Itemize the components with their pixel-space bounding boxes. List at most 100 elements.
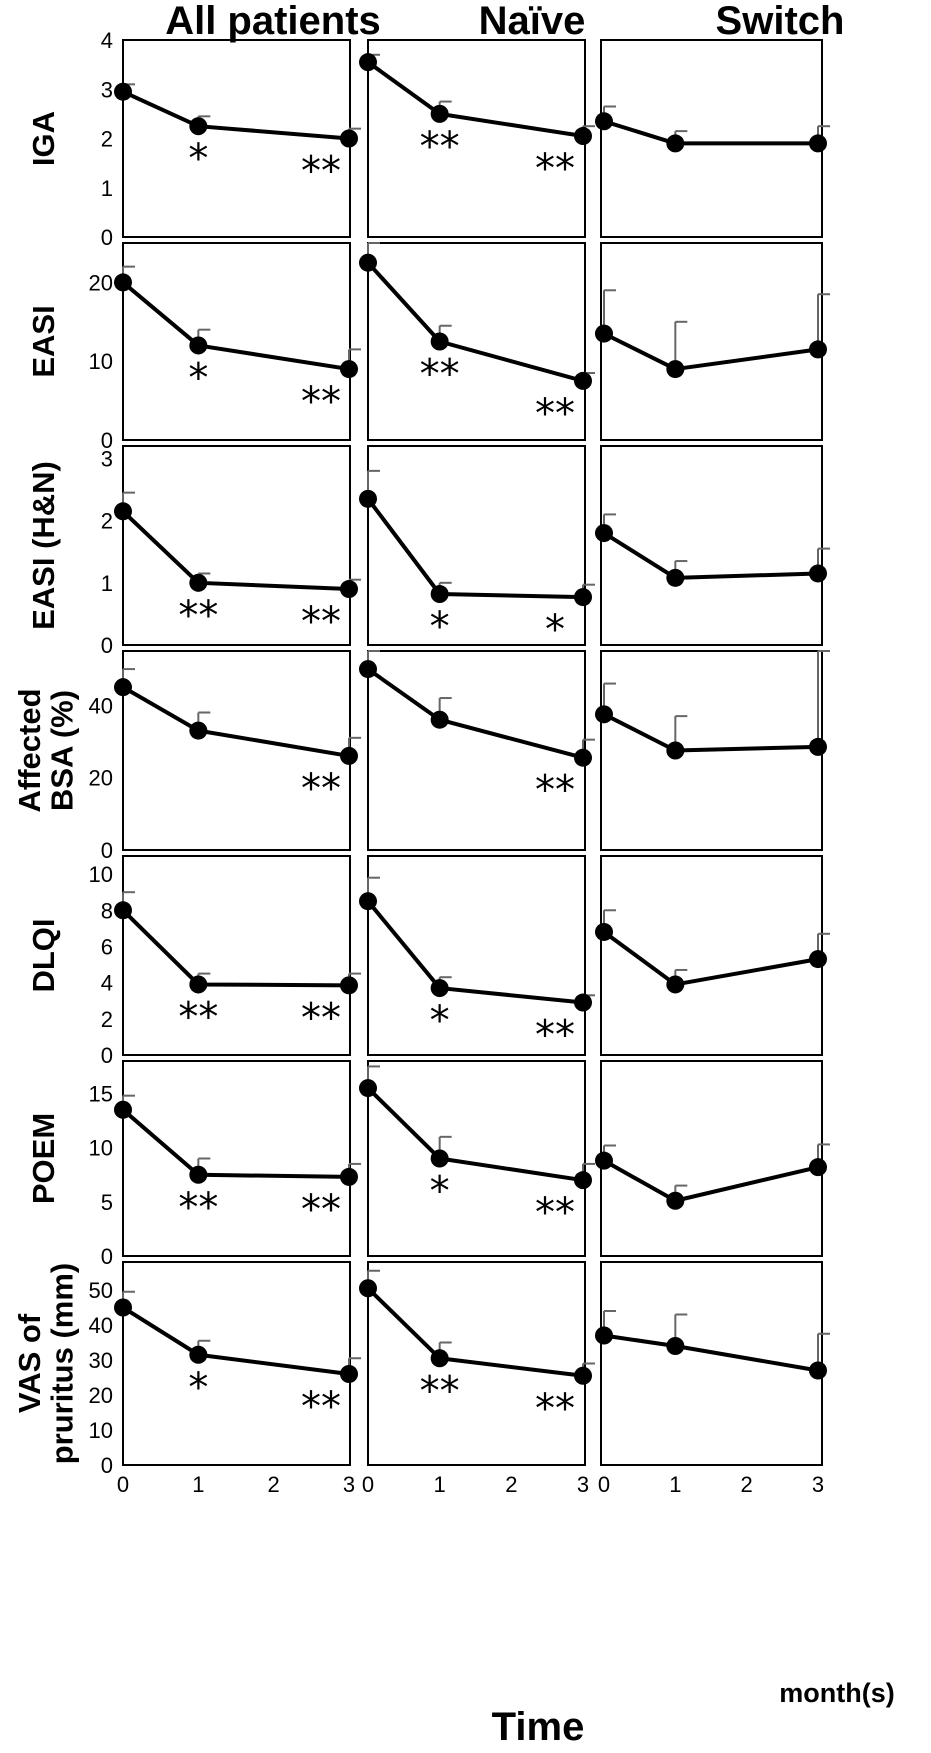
panel-poem-na-ve: * ** [359, 1060, 595, 1257]
panel-frame [367, 242, 586, 441]
x-tick-label: 1 [434, 1472, 446, 1497]
series-line [122, 685, 350, 758]
panel-iga-switch [595, 39, 830, 238]
panel-affected-bsa-all-patients: 0 20 40 AffectedBSA (%) ** [12, 650, 361, 863]
y-tick-label: 10 [89, 1136, 113, 1161]
panel-frame [122, 855, 351, 1056]
data-point [666, 1191, 685, 1210]
y-tick-label: 2 [101, 509, 113, 534]
significance-marker: * [430, 604, 450, 650]
panel-affected-bsa-switch [595, 650, 830, 851]
data-point [430, 1349, 449, 1368]
data-point [809, 950, 827, 969]
data-point [189, 573, 208, 592]
series-line [121, 280, 350, 372]
data-point [809, 1158, 827, 1177]
significance-marker: ** [301, 599, 341, 645]
panel-affected-bsa-na-ve: ** [359, 650, 595, 851]
x-tick-label: 0 [117, 1472, 129, 1497]
significance-marker: ** [420, 352, 460, 398]
row-label-line: EASI (H&N) [26, 461, 61, 630]
significance-marker: ** [301, 379, 341, 425]
data-point [666, 568, 685, 587]
data-point [430, 332, 449, 351]
data-point [359, 1079, 377, 1098]
series-line [121, 1305, 350, 1376]
series-line [121, 908, 350, 988]
series-line [366, 497, 584, 600]
significance-marker: ** [178, 593, 218, 639]
significance-marker: ** [301, 149, 341, 195]
significance-marker: ** [535, 1386, 575, 1432]
column-title-naive: Naïve [479, 0, 586, 43]
significance-marker: ** [535, 391, 575, 437]
column-title-switch: Switch [716, 0, 845, 43]
y-tick-label: 6 [101, 934, 113, 959]
panel-frame [600, 39, 823, 238]
panel-frame [367, 39, 586, 238]
y-tick-label: 20 [89, 270, 113, 295]
data-point [809, 340, 827, 359]
panel-frame [600, 242, 823, 441]
panel-dlqi-all-patients: 0 2 4 6 8 10 DLQI ** ** [26, 855, 361, 1068]
panel-iga-na-ve: ** ** [359, 39, 595, 238]
data-point [430, 710, 449, 729]
row-label-line: IGA [26, 111, 61, 166]
y-tick-label: 0 [101, 838, 113, 863]
y-tick-label: 40 [89, 1313, 113, 1338]
data-point [595, 1151, 613, 1170]
panel-frame [122, 242, 351, 441]
y-tick-label: 0 [101, 1244, 113, 1269]
panel-poem-all-patients: 0 5 10 15 POEM ** ** [26, 1060, 361, 1269]
significance-marker: ** [535, 146, 575, 192]
x-unit-label: month(s) [779, 1678, 894, 1708]
row-label-line: pruritus (mm) [45, 1263, 80, 1465]
y-tick-label: 0 [101, 428, 113, 453]
data-point [430, 585, 449, 604]
data-point [574, 127, 592, 146]
y-tick-label: 0 [101, 225, 113, 250]
data-point [114, 1298, 132, 1317]
significance-marker: * [188, 355, 208, 401]
x-tick-label: 2 [268, 1472, 280, 1497]
row-label: EASI [26, 305, 61, 377]
y-tick-label: 2 [101, 127, 113, 152]
data-point [574, 588, 592, 607]
significance-marker: * [430, 1169, 450, 1215]
y-tick-label: 3 [101, 446, 113, 471]
series-line [121, 509, 350, 592]
data-point [595, 524, 613, 543]
x-axis-title: Time [492, 1705, 585, 1749]
row-label-line: BSA (%) [45, 690, 80, 811]
significance-marker: ** [301, 1187, 341, 1233]
panel-dlqi-na-ve: * ** [359, 855, 595, 1059]
panel-easi-switch [595, 242, 830, 441]
data-point [595, 324, 613, 343]
y-tick-label: 0 [101, 1043, 113, 1068]
x-tick-label: 3 [812, 1472, 824, 1497]
y-tick-label: 4 [101, 28, 113, 53]
panel-easi-h-n-switch [595, 445, 830, 646]
series-line [366, 899, 584, 1005]
data-point [189, 336, 208, 355]
row-label-line: POEM [26, 1113, 61, 1204]
row-label: DLQI [26, 918, 61, 992]
x-tick-label: 2 [505, 1472, 517, 1497]
row-label: POEM [26, 1113, 61, 1204]
data-point [430, 1149, 449, 1168]
data-point [189, 975, 208, 994]
series-line [366, 60, 584, 139]
x-tick-label: 3 [343, 1472, 355, 1497]
x-tick-label: 1 [669, 1472, 681, 1497]
data-point [340, 129, 358, 148]
y-tick-label: 50 [89, 1278, 113, 1303]
data-point [595, 112, 613, 131]
significance-marker: ** [535, 768, 575, 814]
y-tick-label: 20 [89, 1383, 113, 1408]
y-tick-label: 40 [89, 693, 113, 718]
data-point [595, 705, 613, 724]
